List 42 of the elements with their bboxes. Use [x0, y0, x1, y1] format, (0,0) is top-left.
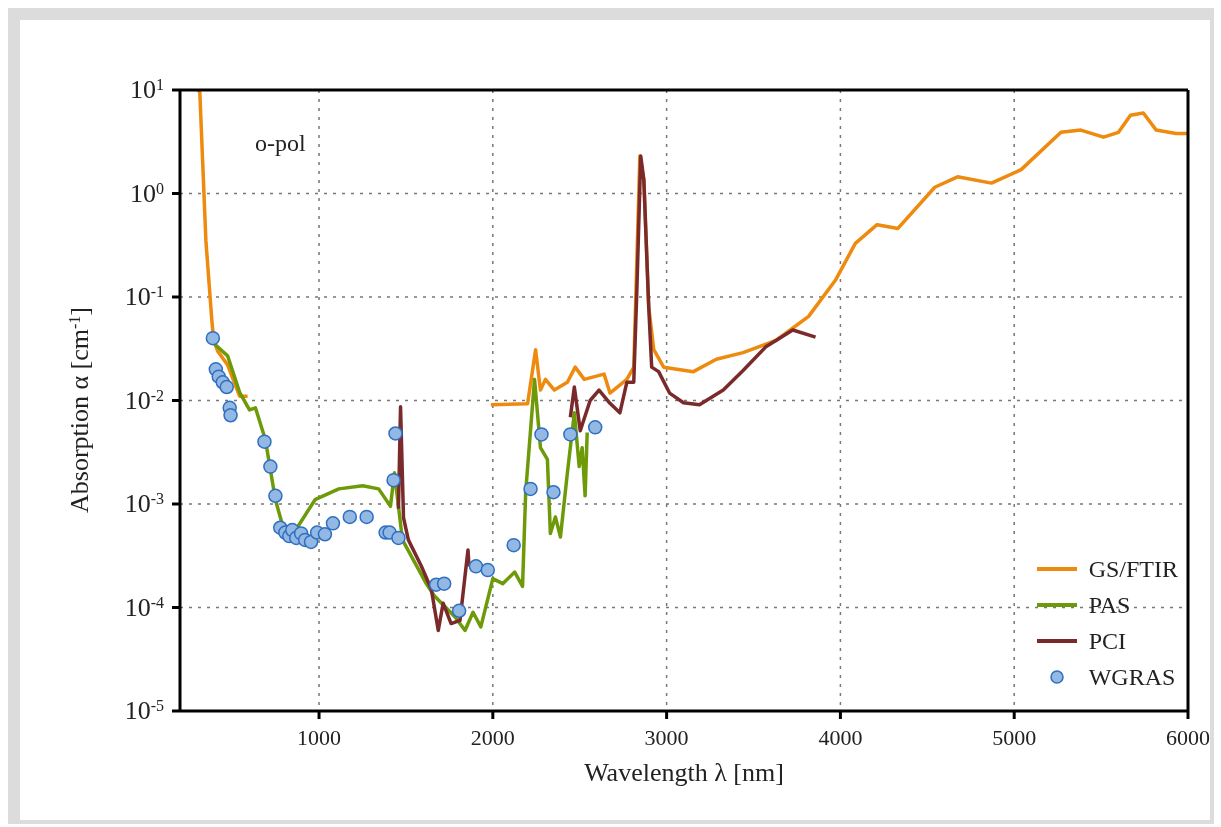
point [534, 427, 549, 442]
x-axis-title: Wavelength λ [nm] [584, 758, 784, 787]
x-tick-label: 1000 [297, 725, 342, 750]
point [386, 472, 401, 488]
legend-label: GS/FTIR [1088, 555, 1178, 584]
point [436, 576, 452, 591]
legend-label: PAS [1088, 591, 1131, 620]
point [317, 527, 333, 542]
x-tick-label: 4000 [818, 725, 863, 750]
point [468, 559, 484, 574]
y-tick-label: 10$^{0}$ [130, 178, 164, 208]
x-tick-label: 3000 [644, 725, 689, 750]
point [223, 408, 238, 423]
y-tick-label: 10$^{-3}$ [124, 489, 164, 518]
point [205, 330, 221, 346]
y-tick-label: 10$^{-1}$ [124, 282, 164, 311]
point [563, 427, 578, 442]
point [546, 484, 561, 500]
y-tick-label: 10$^{-2}$ [124, 385, 164, 415]
y-tick-label: 10$^{-5}$ [124, 696, 164, 725]
point [263, 459, 278, 474]
x-tick-label: 5000 [992, 725, 1037, 750]
legend-label: PCI [1088, 627, 1126, 656]
point [523, 481, 538, 497]
point [506, 537, 521, 553]
point [391, 530, 406, 546]
x-tick-label: 2000 [470, 725, 515, 750]
point [451, 603, 467, 619]
point [587, 420, 603, 435]
point [268, 488, 283, 504]
point [219, 379, 234, 395]
point [359, 509, 374, 525]
y-tick-label: 10$^{-4}$ [124, 592, 164, 622]
point [388, 426, 403, 441]
point [480, 562, 496, 578]
y-tick-label: 10$^{1}$ [130, 75, 164, 104]
point [257, 434, 272, 449]
legend-label: WGRAS [1088, 663, 1176, 692]
point [342, 509, 358, 525]
annotation: o-pol [255, 130, 306, 157]
x-tick-label: 6000 [1166, 725, 1210, 750]
point [325, 516, 341, 531]
